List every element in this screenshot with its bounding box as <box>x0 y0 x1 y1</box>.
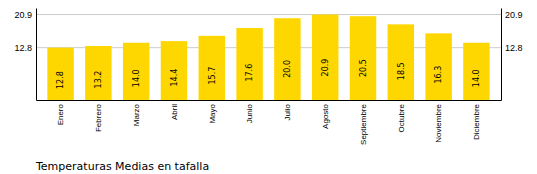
x-axis: Enero Febrero Marzo Abril Mayo Junio Julio Agos… <box>37 100 502 145</box>
x-tick-label: Noviembre <box>434 103 443 142</box>
chart: 12.8 13.2 14.0 14.4 15.7 17.6 20.0 20.9 20.5 18.5… <box>0 0 537 174</box>
data-label: 20.9 <box>321 59 330 77</box>
data-label: 16.3 <box>434 66 443 84</box>
x-tick: Julio <box>283 100 292 120</box>
x-tick-label: Febrero <box>94 103 103 132</box>
bar <box>85 46 111 100</box>
y2-tick: 20.9 <box>501 10 523 20</box>
bar <box>123 43 149 100</box>
bar <box>425 33 451 100</box>
x-axis-line <box>37 100 502 101</box>
x-tick: Marzo <box>132 100 141 126</box>
x-tick: Octubre <box>397 100 406 132</box>
x-tick-label: Abril <box>170 104 179 120</box>
data-labels: 12.8 13.2 14.0 14.4 15.7 17.6 20.0 20.9 20.5 18.5… <box>56 59 481 89</box>
bar <box>312 15 338 100</box>
x-tick: Abril <box>170 100 179 120</box>
y2-tick-label: 20.9 <box>505 10 523 20</box>
y-tick-label: 20.9 <box>14 10 32 20</box>
bar <box>199 36 225 100</box>
plot: 12.8 13.2 14.0 14.4 15.7 17.6 20.0 20.9 20.5 18.5… <box>14 9 522 145</box>
x-tick-label: Junio <box>245 103 254 123</box>
grid-line <box>36 14 501 15</box>
bar <box>47 48 73 100</box>
x-tick-label: Agosto <box>321 103 330 128</box>
y-tick: 12.8 <box>14 43 36 53</box>
x-tick: Junio <box>245 100 254 123</box>
data-label: 20.0 <box>283 60 292 78</box>
x-tick: Noviembre <box>434 100 443 143</box>
x-tick-label: Enero <box>56 103 65 125</box>
x-tick-label: Julio <box>283 103 292 120</box>
title: Temperaturas Medias en tafalla <box>35 160 209 173</box>
bar <box>161 41 187 100</box>
x-tick-label: Octubre <box>397 103 406 132</box>
y-tick-label: 12.8 <box>14 43 32 53</box>
y2-axis: 12.8 20.9 <box>501 9 523 101</box>
y-tick: 20.9 <box>14 10 36 20</box>
x-tick: Diciembre <box>472 100 481 140</box>
data-label: 12.8 <box>56 71 65 89</box>
data-label: 20.5 <box>359 59 368 77</box>
bars <box>47 15 489 100</box>
bar <box>350 16 376 100</box>
x-tick-label: Diciembre <box>472 103 481 140</box>
data-label: 13.2 <box>94 71 103 89</box>
x-tick: Mayo <box>208 100 217 124</box>
bar <box>274 18 300 100</box>
data-label: 14.0 <box>472 69 481 87</box>
data-label: 14.4 <box>170 69 179 87</box>
data-label: 17.6 <box>245 64 254 82</box>
x-tick: Septiembre <box>359 100 368 145</box>
bar <box>463 43 489 100</box>
y2-axis-line <box>501 9 502 101</box>
x-tick-label: Marzo <box>132 103 141 126</box>
x-tick: Febrero <box>94 100 103 132</box>
bar <box>236 28 262 100</box>
y2-tick: 12.8 <box>501 43 523 53</box>
x-tick-label: Mayo <box>208 103 217 123</box>
data-label: 15.7 <box>208 67 217 85</box>
data-label: 18.5 <box>397 62 406 80</box>
x-tick-label: Septiembre <box>359 103 368 144</box>
x-tick: Enero <box>56 100 65 125</box>
y-axis-line <box>36 9 37 101</box>
bar <box>388 24 414 100</box>
y-axis: 12.8 20.9 <box>14 9 36 101</box>
y2-tick-label: 12.8 <box>505 43 523 53</box>
x-tick: Agosto <box>321 100 330 129</box>
data-label: 14.0 <box>132 69 141 87</box>
